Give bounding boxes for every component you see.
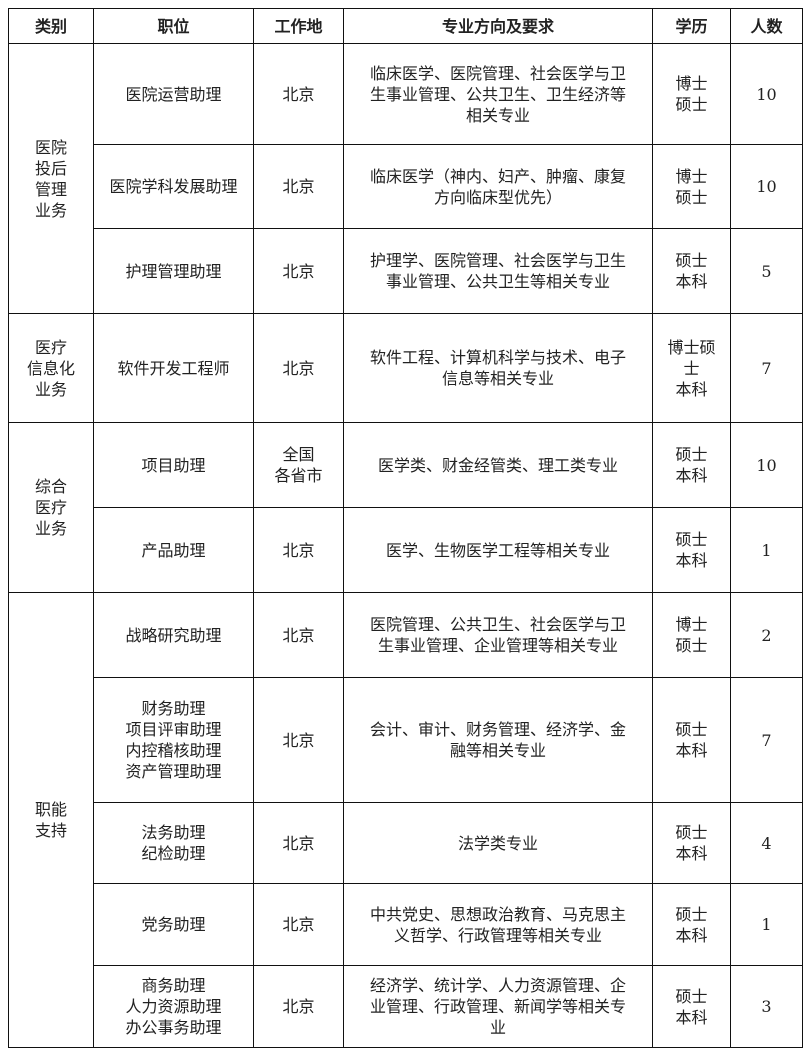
category-cell: 综合 医疗 业务 xyxy=(8,422,94,593)
major-cell: 临床医学（神内、妇产、肿瘤、康复 方向临床型优先） xyxy=(343,144,653,229)
position-cell: 商务助理 人力资源助理 办公事务助理 xyxy=(93,965,254,1048)
header-category: 类别 xyxy=(8,8,94,44)
category-cell: 医疗 信息化 业务 xyxy=(8,313,94,423)
table-row: 医院学科发展助理 北京 临床医学（神内、妇产、肿瘤、康复 方向临床型优先） 博士 硕士… xyxy=(9,144,803,229)
count-cell: 4 xyxy=(730,802,803,884)
location-cell: 北京 xyxy=(253,677,344,803)
location-cell: 北京 xyxy=(253,883,344,966)
count-cell: 5 xyxy=(730,228,803,314)
count-cell: 2 xyxy=(730,592,803,678)
major-cell: 软件工程、计算机科学与技术、电子 信息等相关专业 xyxy=(343,313,653,423)
education-cell: 硕士 本科 xyxy=(652,883,731,966)
location-cell: 北京 xyxy=(253,965,344,1048)
count-cell: 10 xyxy=(730,422,803,508)
major-cell: 中共党史、思想政治教育、马克思主 义哲学、行政管理等相关专业 xyxy=(343,883,653,966)
position-cell: 护理管理助理 xyxy=(93,228,254,314)
major-cell: 医院管理、公共卫生、社会医学与卫 生事业管理、企业管理等相关专业 xyxy=(343,592,653,678)
count-cell: 10 xyxy=(730,144,803,229)
table-row: 财务助理 项目评审助理 内控稽核助理 资产管理助理 北京 会计、审计、财务管理、经济… xyxy=(9,677,803,803)
location-cell: 北京 xyxy=(253,592,344,678)
recruitment-table: 类别 职位 工作地 专业方向及要求 学历 人数 医院 投后 管理 业务 医院运营助… xyxy=(8,8,803,1048)
position-cell: 党务助理 xyxy=(93,883,254,966)
education-cell: 博士 硕士 xyxy=(652,592,731,678)
count-cell: 10 xyxy=(730,43,803,145)
category-cell: 医院 投后 管理 业务 xyxy=(8,43,94,314)
header-count: 人数 xyxy=(730,8,803,44)
table-row: 医院 投后 管理 业务 医院运营助理 北京 临床医学、医院管理、社会医学与卫 生事业管… xyxy=(8,43,803,314)
education-cell: 博士 硕士 xyxy=(652,43,731,145)
education-cell: 硕士 本科 xyxy=(652,677,731,803)
count-cell: 1 xyxy=(730,507,803,593)
position-cell: 医院运营助理 xyxy=(93,43,254,145)
position-cell: 战略研究助理 xyxy=(93,592,254,678)
major-cell: 会计、审计、财务管理、经济学、金 融等相关专业 xyxy=(343,677,653,803)
table-row: 护理管理助理 北京 护理学、医院管理、社会医学与卫生 事业管理、公共卫生等相关专业硕… xyxy=(9,228,803,314)
position-cell: 法务助理 纪检助理 xyxy=(93,802,254,884)
major-cell: 临床医学、医院管理、社会医学与卫 生事业管理、公共卫生、卫生经济等 相关专业 xyxy=(343,43,653,145)
education-cell: 硕士 本科 xyxy=(652,507,731,593)
position-cell: 软件开发工程师 xyxy=(93,313,254,423)
location-cell: 北京 xyxy=(253,507,344,593)
major-cell: 医学类、财金经管类、理工类专业 xyxy=(343,422,653,508)
education-cell: 硕士 本科 xyxy=(652,802,731,884)
header-position: 职位 xyxy=(93,8,254,44)
location-cell: 全国 各省市 xyxy=(253,422,344,508)
count-cell: 7 xyxy=(730,677,803,803)
header-education: 学历 xyxy=(652,8,731,44)
major-cell: 法学类专业 xyxy=(343,802,653,884)
education-cell: 硕士 本科 xyxy=(652,965,731,1048)
count-cell: 7 xyxy=(730,313,803,423)
position-cell: 医院学科发展助理 xyxy=(93,144,254,229)
category-cell: 职能 支持 xyxy=(8,592,94,1048)
location-cell: 北京 xyxy=(253,228,344,314)
table-row: 职能 支持 战略研究助理 北京 医院管理、公共卫生、社会医学与卫 生事业管理、企业管理… xyxy=(8,592,803,1048)
education-cell: 硕士 本科 xyxy=(652,422,731,508)
table-row: 商务助理 人力资源助理 办公事务助理 北京 经济学、统计学、人力资源管理、企 业管理… xyxy=(9,965,803,1048)
education-cell: 博士硕 士 本科 xyxy=(652,313,731,423)
education-cell: 博士 硕士 xyxy=(652,144,731,229)
table-row: 法务助理 纪检助理 北京 法学类专业 硕士 本科 4 xyxy=(9,802,803,884)
position-cell: 项目助理 xyxy=(93,422,254,508)
major-cell: 经济学、统计学、人力资源管理、企 业管理、行政管理、新闻学等相关专 业 xyxy=(343,965,653,1048)
location-cell: 北京 xyxy=(253,802,344,884)
major-cell: 医学、生物医学工程等相关专业 xyxy=(343,507,653,593)
table-row: 产品助理 北京 医学、生物医学工程等相关专业 硕士 本科 1 xyxy=(9,507,803,593)
education-cell: 硕士 本科 xyxy=(652,228,731,314)
position-cell: 产品助理 xyxy=(93,507,254,593)
header-location: 工作地 xyxy=(253,8,344,44)
location-cell: 北京 xyxy=(253,313,344,423)
count-cell: 3 xyxy=(730,965,803,1048)
table-row: 党务助理 北京 中共党史、思想政治教育、马克思主 义哲学、行政管理等相关专业 硕士 本… xyxy=(9,883,803,966)
table-row: 医疗 信息化 业务 软件开发工程师 北京 软件工程、计算机科学与技术、电子 信息等相关… xyxy=(8,313,803,423)
position-cell: 财务助理 项目评审助理 内控稽核助理 资产管理助理 xyxy=(93,677,254,803)
header-row: 类别 职位 工作地 专业方向及要求 学历 人数 xyxy=(8,8,803,44)
header-major: 专业方向及要求 xyxy=(343,8,653,44)
location-cell: 北京 xyxy=(253,43,344,145)
table-row: 综合 医疗 业务 项目助理 全国 各省市 医学类、财金经管类、理工类专业 硕士 本科 10 xyxy=(8,422,803,593)
major-cell: 护理学、医院管理、社会医学与卫生 事业管理、公共卫生等相关专业 xyxy=(343,228,653,314)
count-cell: 1 xyxy=(730,883,803,966)
location-cell: 北京 xyxy=(253,144,344,229)
